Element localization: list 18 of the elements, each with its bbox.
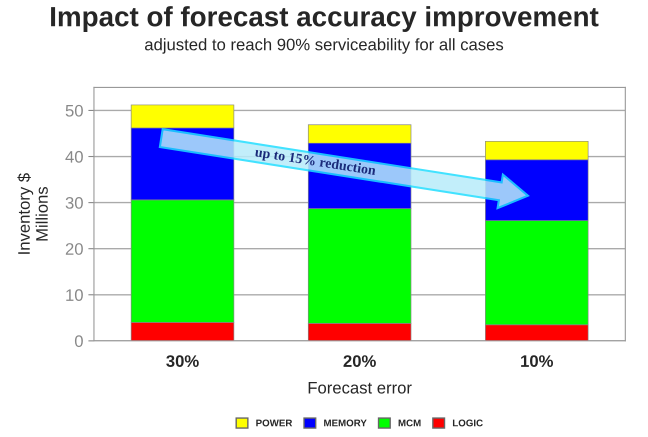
y-tick-label: 0 bbox=[74, 335, 83, 348]
legend-label: LOGIC bbox=[452, 420, 483, 426]
y-tick-label: 30 bbox=[66, 197, 83, 209]
x-tick-label: 30% bbox=[166, 355, 199, 368]
legend-label: MCM bbox=[398, 420, 421, 426]
chart-subtitle: adjusted to reach 90% serviceability for all cases bbox=[145, 38, 504, 54]
x-tick-label: 20% bbox=[344, 355, 376, 367]
y-tick-label: 10 bbox=[66, 289, 83, 301]
y-tick-label: 40 bbox=[65, 150, 83, 163]
y-tick-label: 20 bbox=[66, 243, 83, 255]
annotation: up to 15% reduction bbox=[254, 146, 376, 178]
y-axis-title: Inventory $ Millions bbox=[17, 173, 48, 254]
legend-label: POWER bbox=[256, 420, 292, 426]
legend-label: MEMORY bbox=[324, 420, 367, 426]
x-axis-title: Forecast error bbox=[308, 382, 412, 394]
chart-title: Impact of forecast accuracy improvement bbox=[51, 6, 598, 32]
x-tick-label: 10% bbox=[521, 355, 553, 367]
y-tick-label: 50 bbox=[66, 104, 83, 117]
